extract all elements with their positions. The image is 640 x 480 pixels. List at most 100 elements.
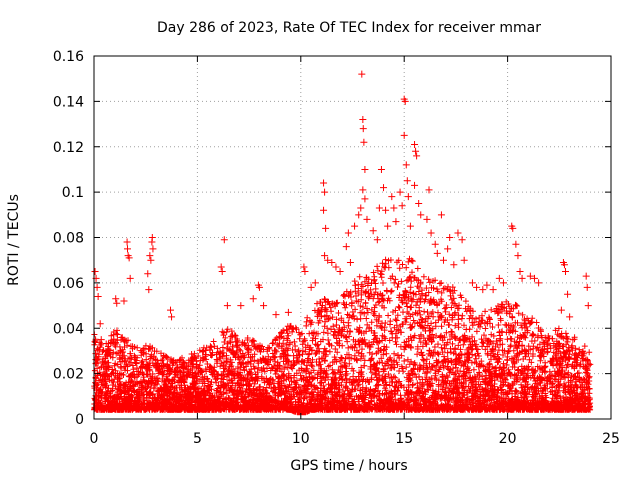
roti-point: [412, 147, 420, 155]
roti-point: [359, 186, 367, 194]
tick-labels: 0 5 10 15 20 25 0 0.02 0.04 0.06 0.08 0.1 0.12 0.14 0.…: [53, 49, 620, 447]
roti-point: [582, 272, 590, 280]
roti-point: [516, 268, 524, 276]
roti-point: [321, 188, 329, 196]
roti-point: [406, 222, 414, 230]
roti-point: [120, 297, 128, 305]
y-tick-label: 0.16: [53, 49, 84, 65]
roti-point: [144, 270, 152, 278]
roti-point: [512, 240, 520, 248]
roti-point: [359, 116, 367, 124]
roti-point: [359, 125, 367, 133]
roti-point: [437, 211, 445, 219]
roti-point: [361, 165, 369, 173]
x-axis-label: GPS time / hours: [290, 458, 407, 474]
x-tick-label: 25: [602, 431, 620, 447]
roti-point: [217, 263, 225, 271]
roti-point: [145, 286, 153, 294]
roti-point: [148, 234, 156, 241]
roti-point: [96, 320, 104, 328]
roti-point: [260, 302, 268, 310]
roti-point: [311, 279, 319, 287]
roti-point: [411, 140, 419, 148]
roti-point: [400, 131, 408, 139]
grid-lines: [94, 56, 611, 419]
y-tick-label: 0.14: [53, 94, 84, 110]
roti-point: [126, 274, 134, 282]
roti-point: [458, 236, 466, 244]
roti-point: [375, 204, 383, 212]
roti-point: [530, 274, 538, 282]
roti-point: [324, 256, 332, 264]
roti-point: [346, 258, 354, 266]
roti-point: [499, 279, 507, 287]
roti-point: [369, 227, 377, 235]
roti-point: [355, 211, 363, 219]
roti-point: [223, 302, 231, 310]
y-tick-label: 0.12: [53, 140, 84, 156]
roti-point: [489, 286, 497, 294]
roti-point: [123, 238, 131, 246]
roti-point: [147, 256, 155, 264]
roti-point: [404, 193, 412, 201]
roti-point: [557, 306, 565, 314]
roti-point: [514, 252, 522, 260]
roti-point: [473, 283, 481, 291]
y-axis-label: ROTI / TECUs: [6, 194, 22, 286]
x-tick-label: 20: [499, 431, 517, 447]
roti-point: [358, 70, 366, 78]
roti-point: [351, 222, 359, 230]
roti-point: [446, 234, 454, 241]
roti-point: [168, 313, 176, 321]
roti-point: [560, 261, 568, 269]
roti-point: [94, 292, 102, 300]
roti-point: [415, 199, 423, 207]
roti-point: [390, 204, 398, 212]
data-points: [91, 70, 594, 416]
roti-point: [124, 245, 132, 253]
roti-point: [93, 283, 101, 291]
roti-point: [167, 306, 175, 314]
roti-point: [411, 181, 419, 189]
y-tick-label: 0.06: [53, 276, 84, 292]
roti-point: [433, 249, 441, 257]
x-tick-label: 0: [90, 431, 99, 447]
roti-point: [113, 299, 121, 307]
roti-point: [112, 295, 120, 303]
roti-point: [398, 202, 406, 210]
roti-point: [361, 195, 369, 203]
plot-frame: [93, 55, 612, 420]
roti-point: [380, 184, 388, 192]
roti-point: [454, 229, 462, 237]
roti-point: [384, 222, 392, 230]
roti-point: [336, 268, 344, 276]
roti-point: [431, 240, 439, 248]
roti-point: [566, 313, 574, 321]
roti-point: [495, 274, 503, 282]
roti-point: [237, 302, 245, 310]
roti-point: [332, 263, 340, 271]
roti-point: [564, 290, 572, 298]
roti-point: [307, 283, 315, 291]
roti-point: [373, 236, 381, 244]
roti-point: [382, 206, 390, 214]
roti-point: [249, 295, 257, 303]
roti-point: [535, 279, 543, 287]
roti-point: [460, 256, 468, 264]
roti-point: [322, 224, 330, 232]
roti-point: [320, 206, 328, 214]
roti-point: [360, 138, 368, 146]
roti-point: [125, 254, 133, 262]
roti-point: [272, 311, 280, 319]
roti-point: [468, 279, 476, 287]
roti-point: [518, 274, 526, 282]
roti-point: [427, 229, 435, 237]
axis-ticks: [93, 55, 612, 420]
roti-point: [300, 263, 308, 271]
y-tick-label: 0: [75, 412, 84, 428]
roti-point: [255, 283, 263, 291]
roti-point: [401, 97, 409, 105]
roti-point: [526, 272, 534, 280]
roti-point: [413, 152, 421, 160]
